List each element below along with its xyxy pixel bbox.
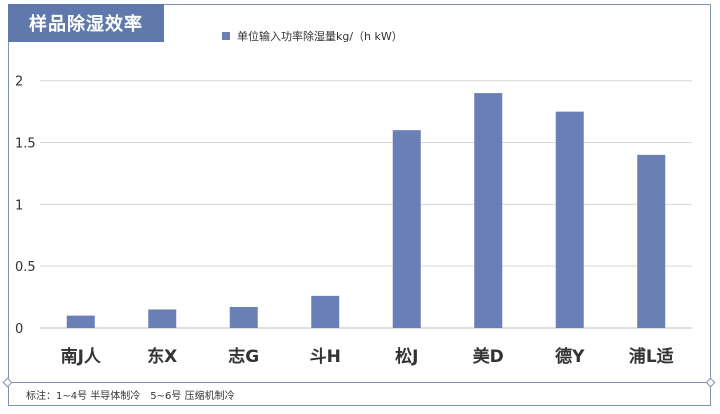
y-tick-label: 2	[15, 75, 23, 90]
x-tick-label: 浦L适	[629, 346, 674, 367]
x-tick-label: 美D	[473, 346, 504, 367]
legend: 单位输入功率除湿量kg/（h kW）	[222, 28, 403, 44]
bar	[555, 111, 584, 329]
footer-divider	[8, 382, 711, 383]
chart-title: 样品除湿效率	[8, 4, 164, 42]
bar	[66, 315, 95, 328]
x-tick-label: 志G	[228, 346, 259, 367]
bar	[148, 309, 177, 328]
x-tick-label: 斗H	[310, 347, 341, 367]
x-tick-label: 南J人	[61, 346, 102, 367]
footnote: 标注：1~4号 半导体制冷 5~6号 压缩机制冷	[26, 391, 235, 402]
y-tick-label: 1.5	[15, 137, 36, 152]
legend-swatch	[222, 32, 230, 40]
chart-frame	[8, 4, 711, 406]
x-tick-label: 东X	[147, 346, 177, 367]
bar	[392, 130, 421, 328]
x-tick-label: 松J	[395, 346, 418, 367]
bar	[229, 306, 258, 328]
y-tick-label: 0	[15, 322, 23, 337]
legend-label: 单位输入功率除湿量kg/（h kW）	[237, 30, 403, 43]
bar	[474, 93, 503, 328]
y-tick-label: 1	[15, 198, 23, 213]
y-tick-label: 0.5	[15, 260, 36, 275]
bar	[311, 295, 340, 328]
x-tick-label: 德Y	[555, 346, 585, 367]
bar	[637, 154, 666, 328]
